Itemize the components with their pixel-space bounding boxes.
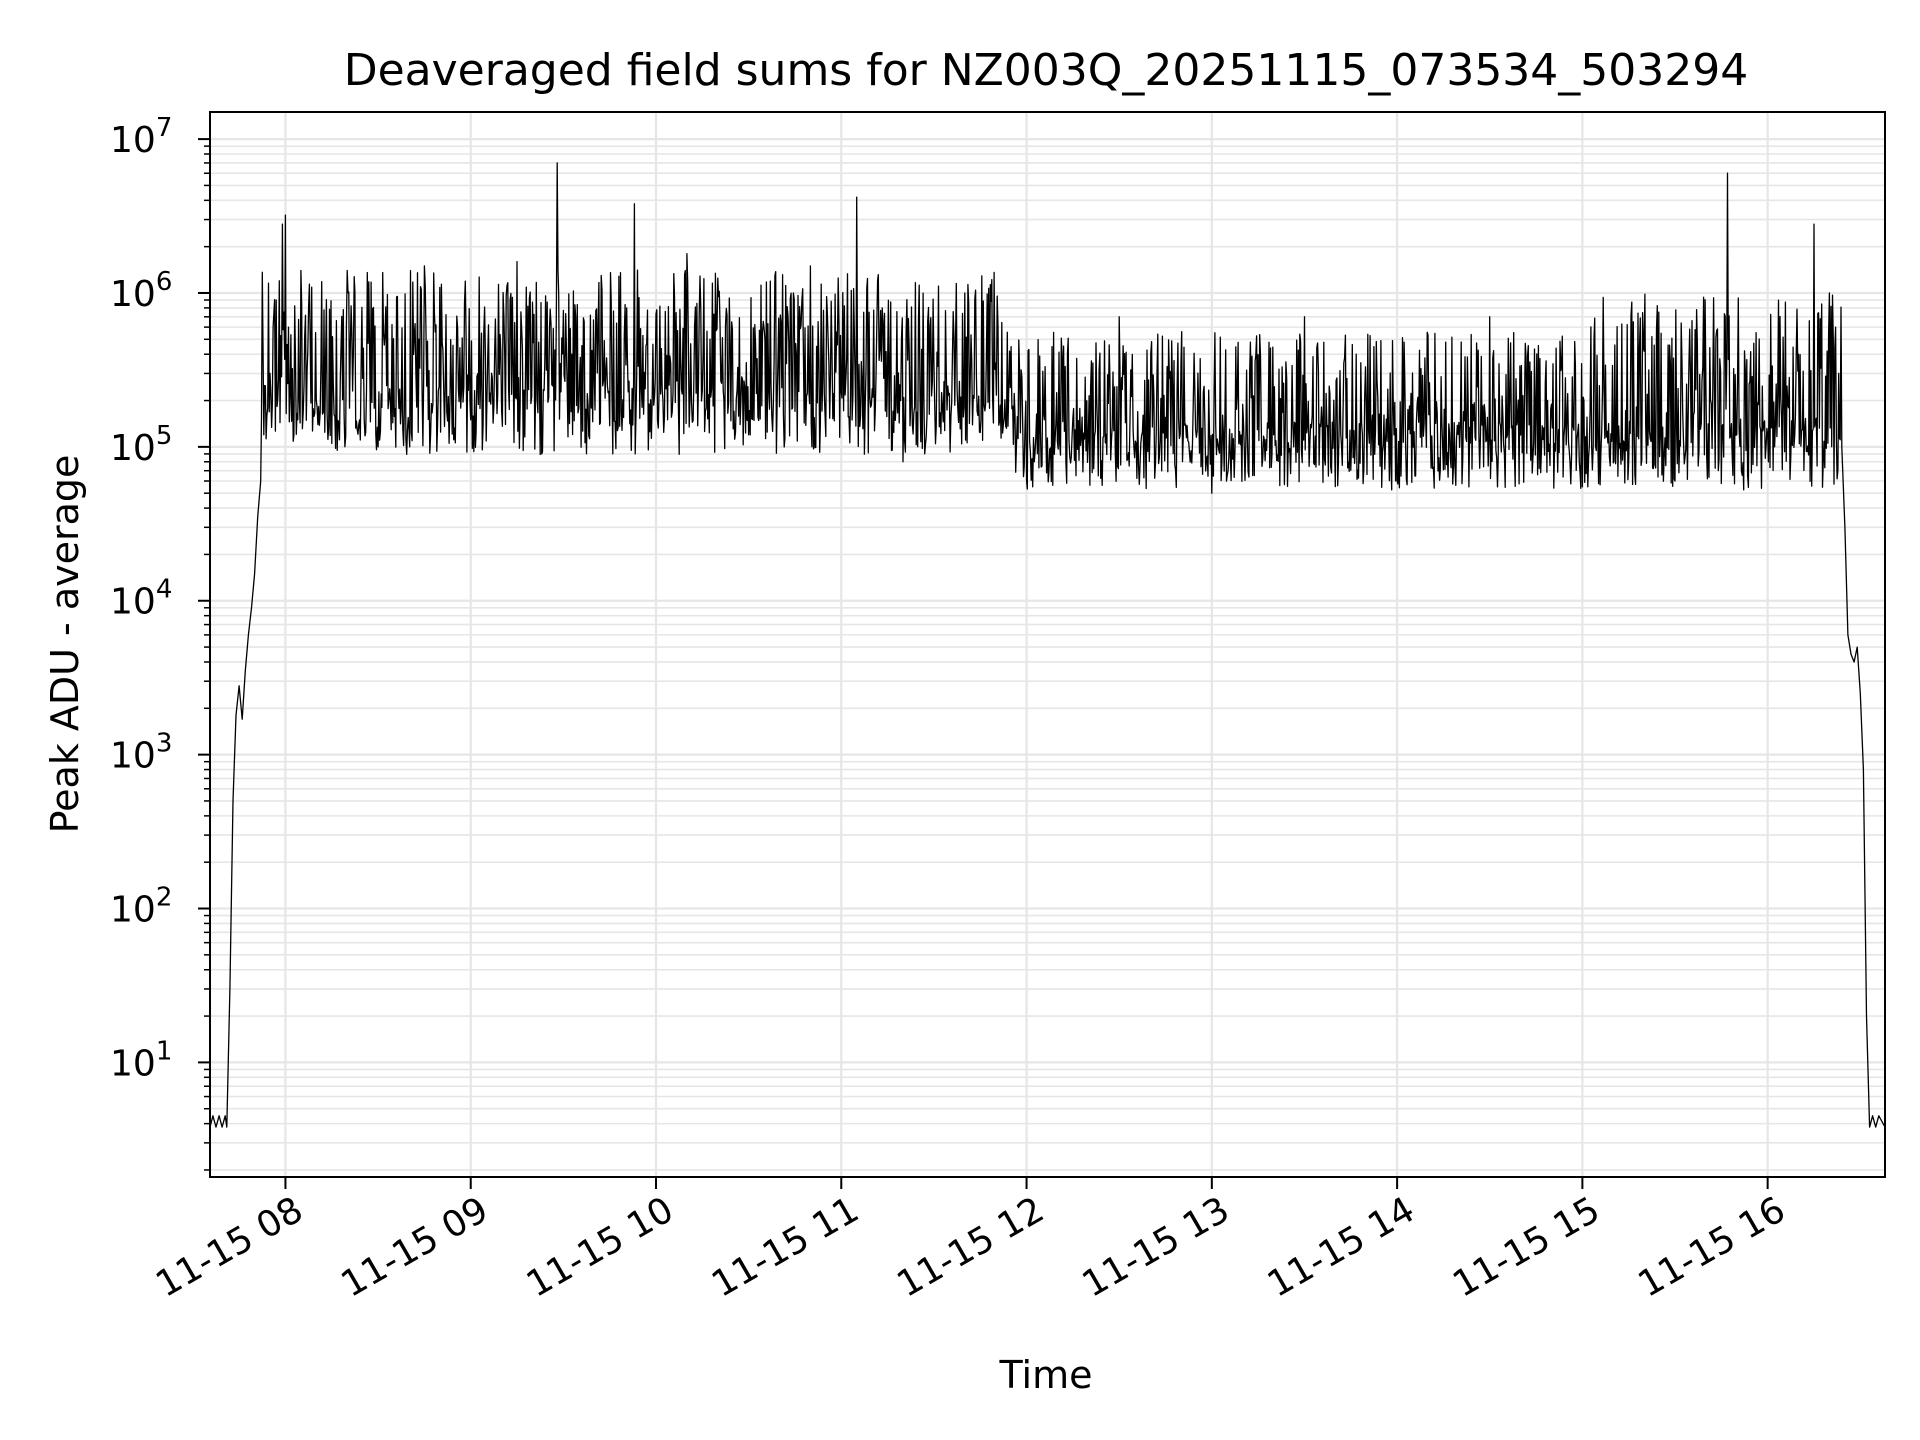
y-tick-label: 103	[110, 729, 172, 777]
x-axis-label: Time	[999, 1353, 1093, 1397]
y-tick-label: 102	[110, 883, 172, 931]
y-axis-label: Peak ADU - average	[43, 455, 87, 834]
chart-title: Deaveraged field sums for NZ003Q_2025111…	[344, 45, 1749, 96]
y-tick-label: 104	[110, 575, 172, 623]
plot-area	[209, 162, 1886, 1128]
y-axis-ticks: 101 102 103 104 105 106 107	[110, 113, 210, 1171]
y-tick-label: 106	[110, 267, 172, 315]
y-tick-label: 105	[110, 421, 172, 469]
series-line	[209, 162, 1886, 1128]
y-tick-label: 107	[110, 113, 172, 161]
y-tick-label: 101	[110, 1036, 172, 1084]
axes-frame	[209, 111, 1886, 1178]
grid-lines	[210, 112, 1885, 1177]
